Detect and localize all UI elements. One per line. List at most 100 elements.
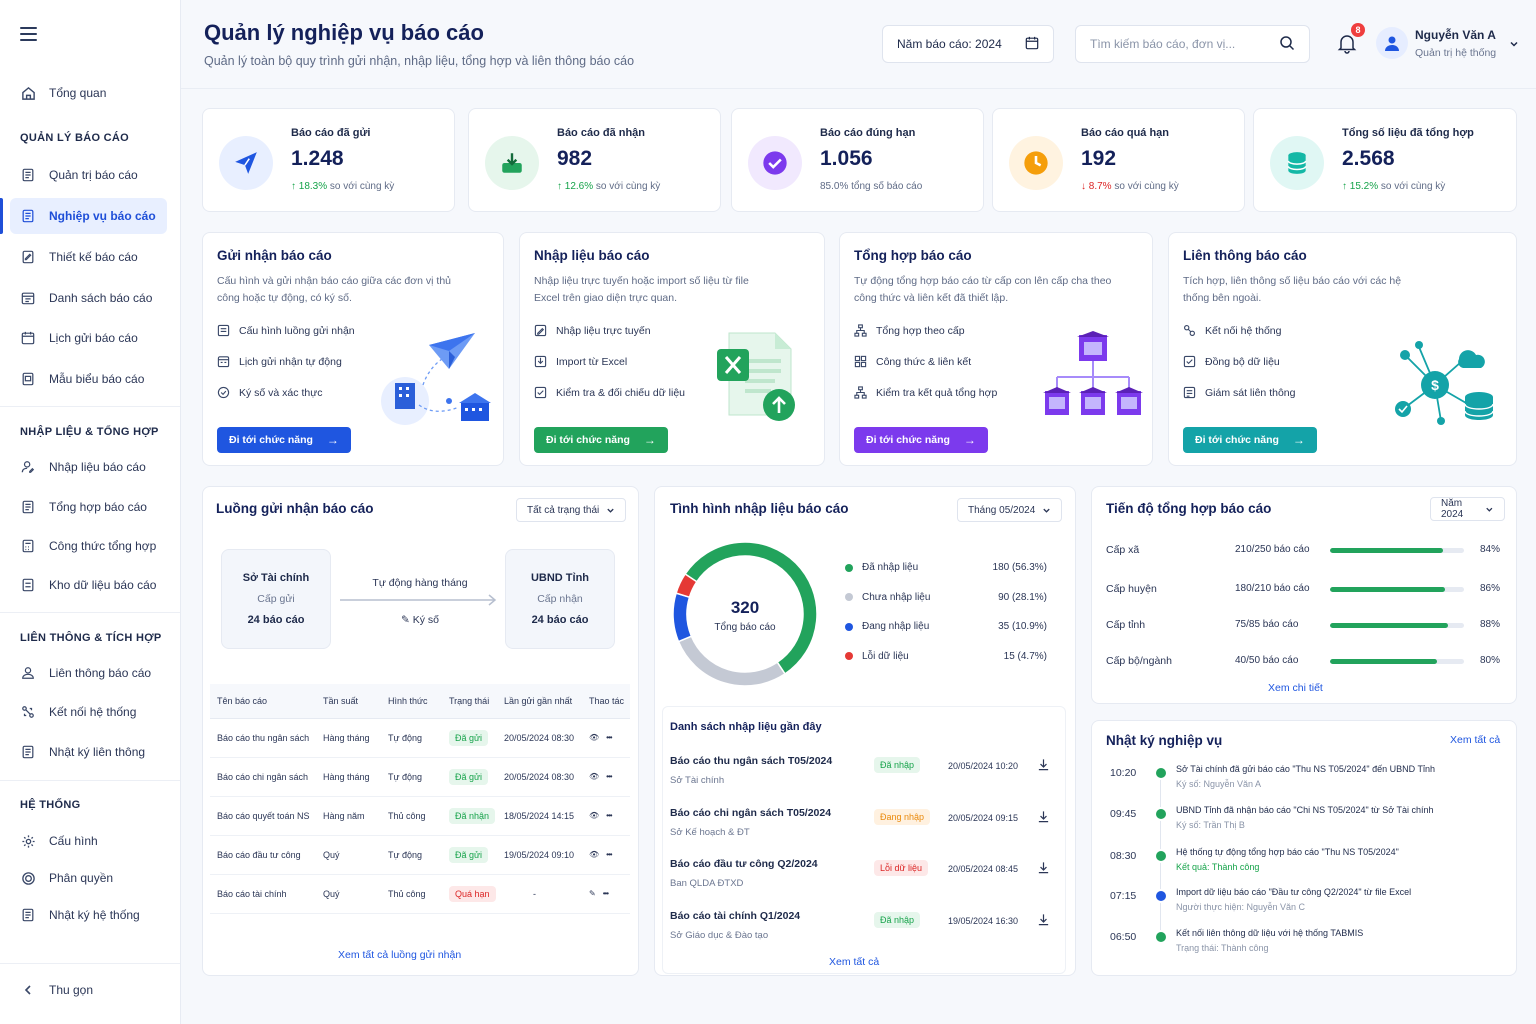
sidebar-item-data-entry[interactable]: Nhập liệu báo cáo [10,449,167,485]
feature-item[interactable]: Nhập liệu trực tuyến [534,324,651,337]
month-filter-dropdown[interactable]: Tháng 05/2024 [957,498,1062,522]
input-status-panel [654,486,1076,976]
chevron-down-icon[interactable] [1509,38,1519,52]
sidebar-collapse-button[interactable]: Thu gọn [10,972,167,1008]
sidebar-item-system-log[interactable]: Nhật ký hệ thống [10,897,167,933]
go-to-feature-button[interactable]: Đi tới chức năng → [217,427,351,453]
download-icon[interactable] [1037,913,1050,929]
eye-icon[interactable]: 👁 [589,811,599,820]
list-item[interactable]: Báo cáo tài chính Q1/2024 Sở Giáo dục & Đ… [670,910,1060,960]
eye-icon[interactable]: 👁 [589,850,599,859]
menu-icon[interactable] [20,27,37,41]
status-filter-dropdown[interactable]: Tất cả trạng thái [516,498,626,522]
feature-card-interconnect: Liên thông báo cáo Tích hợp, liên thông … [1168,232,1517,466]
more-icon[interactable]: ••• [606,772,612,781]
download-icon[interactable] [1037,758,1050,774]
feature-item[interactable]: Giám sát liên thông [1183,386,1295,399]
column-header: Hình thức [381,684,442,719]
download-icon[interactable] [1037,861,1050,877]
table-row[interactable]: Báo cáo thu ngân sách Hàng tháng Tự động Đã… [210,718,630,758]
sidebar-item-overview[interactable]: Tổng quan [10,75,167,111]
log-item: 06:50 Kết nối liên thông dữ liệu với hệ t… [1106,928,1506,964]
bell-icon[interactable] [1336,32,1358,54]
feature-item[interactable]: Công thức & liên kết [854,355,971,368]
cell-last: 20/05/2024 08:30 [497,757,582,797]
calendar-icon [217,356,230,368]
flow-table: Tên báo cáo Tần suất Hình thức Trạng thá… [210,684,630,914]
sidebar-item-report-schedule[interactable]: Lịch gửi báo cáo [10,320,167,356]
progress-fill [1330,587,1446,592]
progress-row: Cấp tỉnh 75/85 báo cáo 88% [1106,617,1500,637]
go-to-feature-button[interactable]: Đi tới chức năng → [854,427,988,453]
feature-item[interactable]: Import từ Excel [534,355,627,368]
feature-item[interactable]: Cấu hình luồng gửi nhận [217,324,355,337]
sidebar-item-report-list[interactable]: Danh sách báo cáo [10,280,167,316]
edit-icon[interactable]: ✎ [589,889,596,898]
go-to-feature-button[interactable]: Đi tới chức năng → [534,427,668,453]
sidebar-item-report-templates[interactable]: Mẫu biểu báo cáo [10,361,167,397]
cell-actions: 👁 ••• [582,757,630,797]
sidebar: Tổng quan QUẢN LÝ BÁO CÁO Quản trị báo c… [0,0,181,1024]
view-detail-link[interactable]: Xem chi tiết [1268,682,1323,694]
sidebar-item-system-connect[interactable]: Kết nối hệ thống [10,694,167,730]
entry-name: Báo cáo chi ngân sách T05/2024 [670,806,832,819]
more-icon[interactable]: ••• [602,889,609,898]
eye-icon[interactable]: 👁 [589,733,599,742]
stat-value: 1.056 [820,147,873,170]
search-input[interactable] [1090,37,1270,51]
list-item[interactable]: Báo cáo thu ngân sách T05/2024 Sở Tài chí… [670,755,1060,805]
page-title: Quản lý nghiệp vụ báo cáo [204,20,484,45]
flow-receiver-box: UBND Tỉnh Cấp nhận 24 báo cáo [505,549,615,649]
feature-item[interactable]: Kết nối hệ thống [1183,324,1281,337]
user-edit-icon [20,459,36,475]
status-badge: Quá hạn [449,885,496,902]
sidebar-item-data-store[interactable]: Kho dữ liệu báo cáo [10,567,167,603]
log-message: Kết nối liên thông dữ liệu với hệ thống … [1176,928,1364,938]
document-icon [217,324,230,337]
sidebar-item-label: Tổng quan [49,86,107,100]
more-icon[interactable]: ••• [606,733,612,742]
feature-title: Nhập liệu báo cáo [534,248,650,263]
go-to-feature-button[interactable]: Đi tới chức năng → [1183,427,1317,453]
log-time: 08:30 [1110,850,1137,862]
year-filter-dropdown[interactable]: Năm 2024 [1430,497,1505,521]
legend-item: Đã nhập liệu 180 (56.3%) [845,562,1047,573]
table-row[interactable]: Báo cáo chi ngân sách Hàng tháng Tự động Đã… [210,757,630,797]
sidebar-item-report-business[interactable]: Nghiệp vụ báo cáo [0,198,167,234]
table-row[interactable]: Báo cáo tài chính Quý Thủ công Quá hạn - ✎ ••• [210,874,630,914]
view-all-entries-link[interactable]: Xem tất cả [829,956,880,968]
sidebar-item-report-admin[interactable]: Quản trị báo cáo [10,157,167,193]
feature-item[interactable]: Ký số và xác thực [217,386,322,399]
link-icon [1184,325,1195,336]
header-divider [181,88,1536,89]
list-item[interactable]: Báo cáo đầu tư công Q2/2024 Ban QLDA ĐTXD… [670,858,1060,908]
feature-item[interactable]: Đồng bộ dữ liệu [1183,355,1280,368]
table-row[interactable]: Báo cáo quyết toán NS Hàng năm Thủ công Đã … [210,796,630,836]
sidebar-item-config[interactable]: Cấu hình [10,823,167,859]
view-all-flows-link[interactable]: Xem tất cả luồng gửi nhận [338,949,462,961]
feature-item[interactable]: Kiểm tra & đối chiếu dữ liệu [534,386,685,399]
year-picker[interactable]: Năm báo cáo: 2024 [882,25,1054,63]
list-item[interactable]: Báo cáo chi ngân sách T05/2024 Sở Kế hoạc… [670,807,1060,857]
log-item: 10:20 Sở Tài chính đã gửi báo cáo "Thu NS… [1106,764,1506,800]
sidebar-item-connect-log[interactable]: Nhật ký liên thông [10,734,167,770]
feature-item[interactable]: Kiểm tra kết quả tổng hợp [854,386,997,399]
avatar[interactable] [1376,27,1408,59]
log-message: Sở Tài chính đã gửi báo cáo "Thu NS T05/… [1176,764,1435,774]
sidebar-item-aggregate[interactable]: Tổng hợp báo cáo [10,489,167,525]
search-icon[interactable] [1279,35,1295,54]
feature-item[interactable]: Lịch gửi nhận tự động [217,355,342,368]
view-all-log-link[interactable]: Xem tất cả [1450,734,1501,746]
feature-card-aggregate: Tổng hợp báo cáo Tự động tổng hợp báo cá… [839,232,1153,466]
sidebar-item-permission[interactable]: Phân quyền [10,860,167,896]
table-row[interactable]: Báo cáo đầu tư công Quý Tự động Đã gửi 19/05… [210,835,630,875]
feature-item[interactable]: Tổng hợp theo cấp [854,324,965,337]
download-icon[interactable] [1037,810,1050,826]
sidebar-item-interconnect[interactable]: Liên thông báo cáo [10,655,167,691]
legend-item: Chưa nhập liệu 90 (28.1%) [845,592,1047,603]
sidebar-item-report-design[interactable]: Thiết kế báo cáo [10,239,167,275]
sidebar-item-formula[interactable]: Công thức tổng hợp [10,528,167,564]
eye-icon[interactable]: 👁 [589,772,599,781]
more-icon[interactable]: ••• [606,811,612,820]
more-icon[interactable]: ••• [606,850,612,859]
